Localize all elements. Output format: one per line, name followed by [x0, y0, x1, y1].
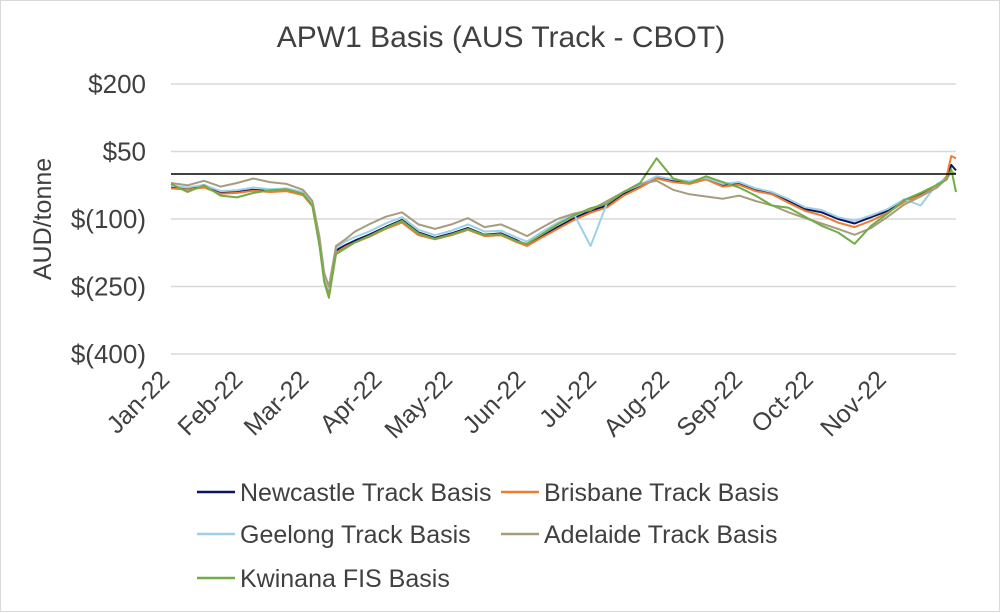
legend-label: Geelong Track Basis — [240, 521, 471, 549]
series-line-4 — [170, 170, 957, 288]
x-tick-label: May-22 — [379, 365, 458, 444]
y-tick-label: $(100) — [71, 204, 146, 234]
x-tick-label: Oct-22 — [746, 365, 819, 438]
x-tick-label: Feb-22 — [173, 365, 249, 441]
y-axis-ticks: $200 $50 $(100) $(250) $(400) — [71, 69, 146, 369]
legend: Newcastle Track Basis Brisbane Track Basi… — [197, 479, 779, 593]
y-tick-label: $200 — [88, 69, 146, 99]
x-tick-label: Nov-22 — [815, 365, 892, 442]
x-tick-label: Jan-22 — [101, 365, 175, 439]
x-tick-label: Apr-22 — [315, 365, 388, 438]
legend-label: Kwinana FIS Basis — [240, 565, 450, 593]
series-line-2 — [170, 155, 957, 296]
legend-label: Brisbane Track Basis — [544, 479, 779, 507]
x-tick-label: Jul-22 — [534, 365, 602, 433]
x-tick-label: Jun-22 — [457, 365, 531, 439]
y-tick-label: $(400) — [71, 339, 146, 369]
y-axis-label: AUD/tonne — [29, 158, 57, 280]
chart-title: APW1 Basis (AUS Track - CBOT) — [277, 21, 725, 54]
y-tick-label: $50 — [103, 137, 146, 167]
x-tick-label: Aug-22 — [598, 365, 675, 442]
x-tick-label: Sep-22 — [671, 365, 748, 442]
legend-label: Adelaide Track Basis — [544, 521, 777, 549]
y-tick-label: $(250) — [71, 272, 146, 302]
series-lines — [170, 155, 957, 299]
legend-label: Newcastle Track Basis — [240, 479, 491, 507]
x-tick-label: Mar-22 — [239, 365, 315, 441]
series-line-5 — [170, 157, 957, 299]
